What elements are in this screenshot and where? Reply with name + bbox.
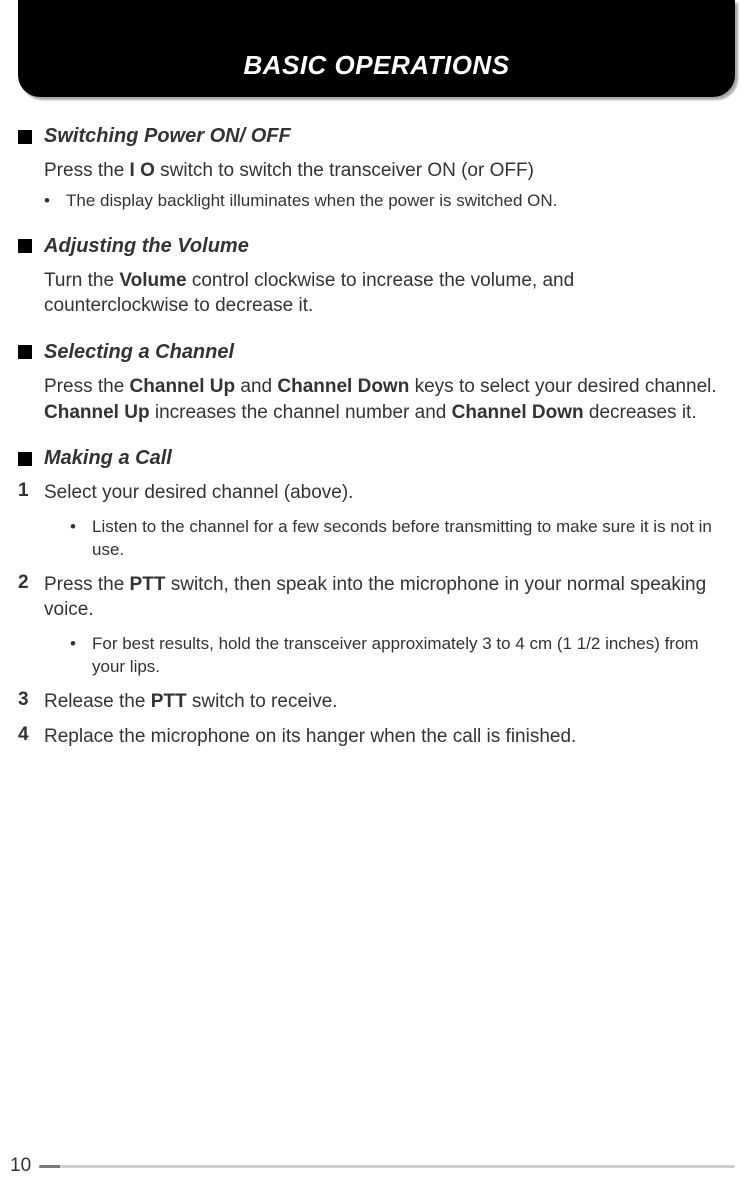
section-heading: Selecting a Channel	[18, 341, 721, 364]
section-heading: Making a Call	[18, 447, 721, 470]
section-adjusting-volume: Adjusting the Volume Turn the Volume con…	[18, 235, 721, 319]
bold-text: Channel Down	[452, 402, 584, 423]
text: and	[235, 376, 277, 397]
footer-divider	[39, 1165, 735, 1168]
text: Press the	[44, 574, 130, 595]
item-text: Press the PTT switch, then speak into th…	[44, 572, 721, 623]
list-item: 4 Replace the microphone on its hanger w…	[18, 724, 721, 750]
item-number: 2	[18, 572, 44, 623]
bullet-text: Listen to the channel for a few seconds …	[70, 516, 721, 562]
item-number: 3	[18, 689, 44, 715]
body-text: Press the I O switch to switch the trans…	[44, 158, 721, 184]
text: keys to select your desired channel.	[409, 376, 716, 397]
bullet-text: For best results, hold the transceiver a…	[70, 633, 721, 679]
item-number: 1	[18, 480, 44, 506]
bold-text: Volume	[119, 270, 186, 291]
text: switch to switch the transceiver ON (or …	[155, 160, 534, 181]
text: Turn the	[44, 270, 119, 291]
bold-text: I O	[130, 160, 155, 181]
text: switch to receive.	[187, 691, 338, 712]
item-text: Replace the microphone on its hanger whe…	[44, 724, 721, 750]
bold-text: PTT	[151, 691, 187, 712]
section-heading: Switching Power ON/ OFF	[18, 125, 721, 148]
item-number: 4	[18, 724, 44, 750]
section-title: Making a Call	[44, 447, 172, 470]
square-bullet-icon	[18, 345, 32, 359]
section-title: Switching Power ON/ OFF	[44, 125, 291, 148]
bold-text: Channel Up	[130, 376, 236, 397]
square-bullet-icon	[18, 452, 32, 466]
text: Release the	[44, 691, 151, 712]
page-content: Switching Power ON/ OFF Press the I O sw…	[0, 97, 753, 750]
section-title: Adjusting the Volume	[44, 235, 249, 258]
text: increases the channel number and	[150, 402, 452, 423]
bold-text: PTT	[130, 574, 166, 595]
bold-text: Channel Down	[277, 376, 409, 397]
section-title: Selecting a Channel	[44, 341, 234, 364]
list-item: 1 Select your desired channel (above).	[18, 480, 721, 506]
text: decreases it.	[584, 402, 697, 423]
section-selecting-channel: Selecting a Channel Press the Channel Up…	[18, 341, 721, 425]
list-item: 2 Press the PTT switch, then speak into …	[18, 572, 721, 623]
bold-text: Channel Up	[44, 402, 150, 423]
section-header: BASIC OPERATIONS	[18, 0, 735, 97]
item-text: Select your desired channel (above).	[44, 480, 721, 506]
page-number: 10	[10, 1155, 31, 1177]
body-text: Press the Channel Up and Channel Down ke…	[44, 374, 721, 425]
item-text: Release the PTT switch to receive.	[44, 689, 721, 715]
square-bullet-icon	[18, 239, 32, 253]
section-heading: Adjusting the Volume	[18, 235, 721, 258]
body-text: Turn the Volume control clockwise to inc…	[44, 268, 721, 319]
square-bullet-icon	[18, 130, 32, 144]
text: Press the	[44, 376, 130, 397]
section-switching-power: Switching Power ON/ OFF Press the I O sw…	[18, 125, 721, 213]
section-making-call: Making a Call 1 Select your desired chan…	[18, 447, 721, 750]
text: Press the	[44, 160, 130, 181]
list-item: 3 Release the PTT switch to receive.	[18, 689, 721, 715]
page-title: BASIC OPERATIONS	[18, 50, 735, 81]
page-footer: 10	[0, 1155, 753, 1177]
bullet-text: The display backlight illuminates when t…	[44, 190, 721, 213]
